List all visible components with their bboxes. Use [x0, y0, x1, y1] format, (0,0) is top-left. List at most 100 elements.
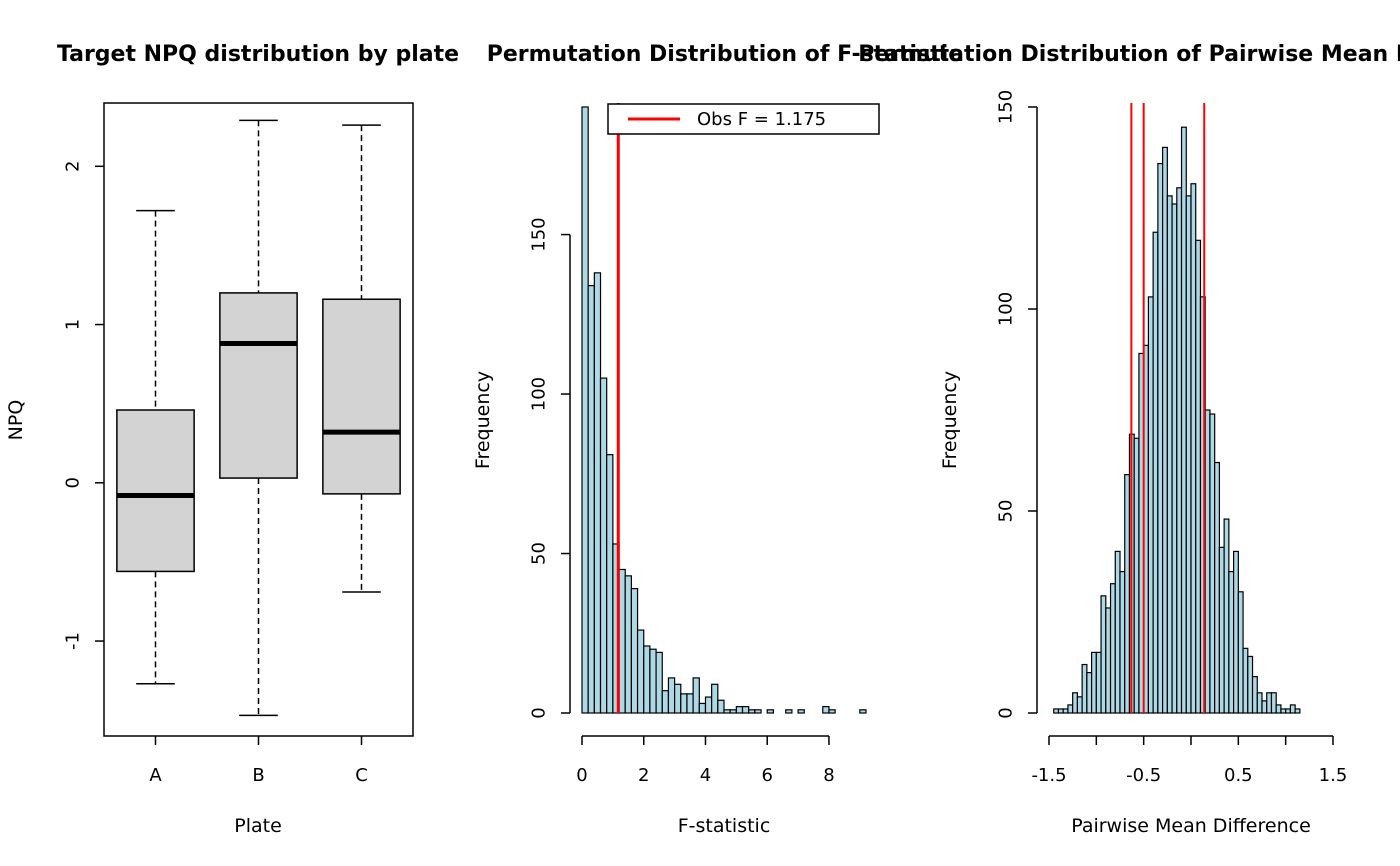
pairwise-histogram-bar [1062, 708, 1069, 714]
f-histogram-bar [624, 575, 632, 714]
pairwise-histogram-x-tick-label: 0.5 [1224, 765, 1253, 786]
boxplot-y-axis-label: NPQ [5, 400, 27, 441]
pairwise-histogram-bar [1147, 296, 1154, 714]
box-C [322, 124, 401, 593]
pairwise-histogram-bar [1261, 700, 1268, 714]
pairwise-histogram-bar [1185, 195, 1192, 714]
f-histogram-bar [674, 683, 682, 714]
f-histogram-x-tick-label: 4 [700, 765, 711, 786]
pairwise-histogram-bar [1251, 676, 1258, 714]
pairwise-histogram-bar [1090, 651, 1097, 714]
f-histogram-bar [741, 706, 750, 714]
pairwise-histogram-bar [1133, 437, 1140, 714]
pairwise-histogram-bar [1294, 708, 1301, 714]
pairwise-histogram-bar [1067, 704, 1074, 714]
pairwise-histogram-bar [1190, 183, 1197, 714]
pairwise-histogram-x-tick-label: -1.5 [1031, 765, 1066, 786]
f-histogram-legend: Obs F = 1.175 [607, 103, 880, 135]
pairwise-histogram-x-axis-label: Pairwise Mean Difference [1071, 815, 1311, 837]
pairwise-histogram-bar [1171, 203, 1178, 714]
pairwise-histogram-y-axis-label: Frequency [939, 371, 961, 469]
x-tick-label: C [355, 765, 368, 786]
f-histogram-y-tick-label: 50 [528, 542, 549, 565]
f-histogram-bar [655, 651, 663, 714]
pairwise-histogram-y-tick-label: 150 [995, 90, 1016, 124]
pairwise-difference-histogram-panel: Permutation Distribution of Pairwise Mea… [858, 42, 1400, 837]
legend-label: Obs F = 1.175 [697, 109, 826, 130]
f-histogram-bar [680, 693, 688, 714]
pairwise-histogram-bar [1180, 126, 1187, 714]
f-histogram-bar [618, 568, 626, 714]
pairwise-histogram-y-tick-label: 100 [995, 292, 1016, 326]
pairwise-histogram-bar [1114, 550, 1121, 714]
pairwise-histogram-x-tick-label: 1.5 [1319, 765, 1348, 786]
pairwise-histogram-bar [1100, 595, 1107, 714]
pairwise-histogram-bar [1195, 239, 1202, 714]
f-histogram-x-tick-label: 0 [576, 765, 587, 786]
pairwise-histogram-bar [1256, 692, 1263, 714]
pairwise-histogram-bar [1109, 583, 1116, 714]
pairwise-histogram-bar [1176, 187, 1183, 714]
f-histogram-bar [698, 702, 707, 714]
pairwise-histogram-bar [1072, 692, 1078, 714]
f-histogram-bar [593, 272, 602, 714]
pairwise-histogram-bar [1218, 546, 1225, 714]
pairwise-histogram-bar [1081, 663, 1088, 714]
box-A [116, 209, 195, 685]
y-tick-label: 1 [62, 319, 83, 330]
f-histogram-bar [587, 285, 595, 714]
f-histogram-bar [797, 709, 805, 714]
boxplot-title: Target NPQ distribution by plate [57, 42, 459, 67]
pairwise-histogram-bar [1157, 162, 1164, 714]
f-histogram-bar [828, 709, 836, 714]
f-histogram-bar [692, 677, 700, 714]
f-histogram-bar [822, 706, 830, 714]
pairwise-histogram-bar [1086, 671, 1093, 714]
f-histogram-bar [643, 645, 651, 714]
pairwise-histogram-bar [1237, 591, 1244, 714]
pairwise-histogram-bar [1152, 231, 1159, 714]
f-histogram-y-tick-label: 0 [528, 707, 549, 718]
f-histogram-bar [729, 709, 737, 714]
f-histogram-y-tick-label: 100 [528, 377, 549, 411]
pairwise-histogram-bar [1124, 474, 1131, 714]
pairwise-histogram-x-tick-label: -0.5 [1126, 765, 1161, 786]
f-histogram-bar [754, 709, 762, 714]
pairwise-histogram-bar [1057, 708, 1064, 714]
f-histogram-bar [649, 648, 657, 714]
pairwise-histogram-bar [1270, 692, 1277, 714]
pairwise-histogram-bar [1232, 550, 1239, 714]
pairwise-histogram-bar [1242, 647, 1249, 714]
f-histogram-bar [717, 699, 725, 714]
f-histogram-x-tick-label: 8 [823, 765, 834, 786]
y-tick-label: -1 [62, 632, 83, 650]
f-histogram-bar [661, 690, 670, 714]
pairwise-histogram-y-tick-label: 0 [995, 707, 1016, 718]
f-histogram-bar [723, 709, 731, 714]
f-histogram-bar [711, 683, 719, 714]
pairwise-histogram-bar [1161, 146, 1168, 714]
f-histogram-bar [667, 677, 676, 714]
y-tick-label: 0 [62, 477, 83, 488]
x-tick-label: B [252, 765, 264, 786]
iqr-box [219, 292, 298, 479]
f-histogram-bar [735, 706, 744, 714]
f-histogram-bar [686, 693, 694, 714]
f-histogram-bar [748, 709, 756, 714]
pairwise-histogram-bar [1266, 692, 1273, 714]
pairwise-histogram-bar [1204, 409, 1211, 714]
f-histogram-y-axis-label: Frequency [472, 371, 494, 469]
f-histogram-bar [766, 709, 774, 714]
pairwise-histogram-bar [1247, 655, 1254, 714]
f-histogram-bar [606, 454, 614, 714]
f-histogram-bar [859, 709, 867, 714]
pairwise-histogram-bar [1214, 461, 1220, 714]
f-histogram-bar [599, 377, 608, 714]
f-histogram-y-tick-label: 150 [528, 217, 549, 251]
f-histogram-x-tick-label: 6 [761, 765, 772, 786]
f-histogram-x-tick-label: 2 [638, 765, 649, 786]
pairwise-histogram-bar [1095, 651, 1102, 714]
pairwise-histogram-bar [1209, 413, 1216, 714]
box-B [219, 119, 298, 717]
